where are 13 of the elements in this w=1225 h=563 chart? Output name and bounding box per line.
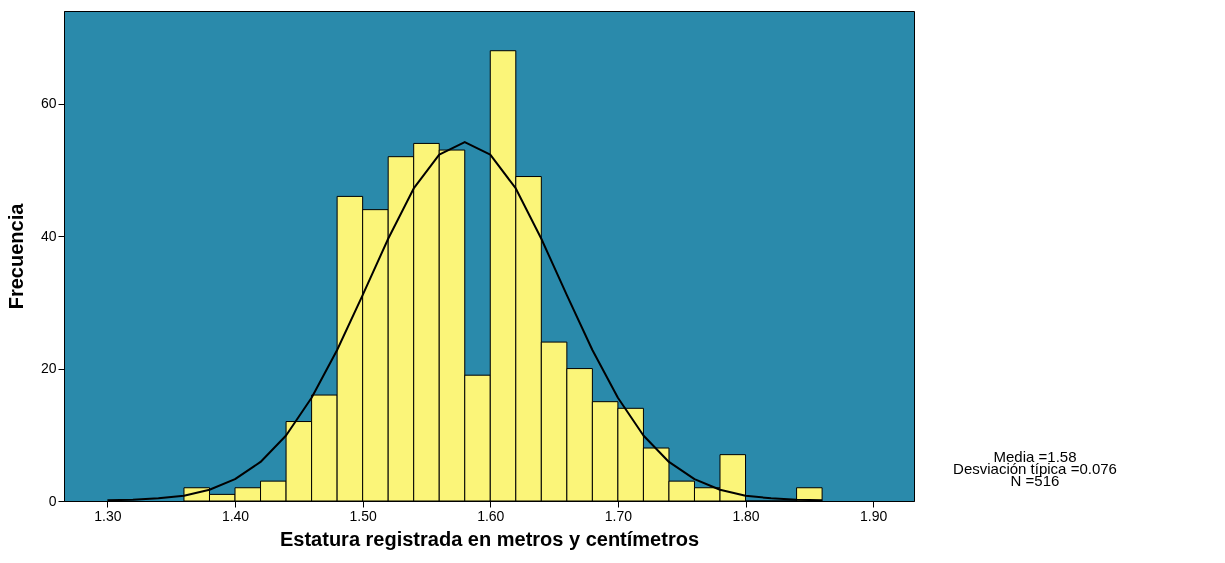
x-tick-label: 1.30 bbox=[94, 507, 122, 524]
y-tick-label: 60 bbox=[40, 95, 57, 112]
y-axis-title: Frecuencia bbox=[4, 202, 27, 310]
y-tick-label: 40 bbox=[40, 227, 57, 244]
y-tick-label: 0 bbox=[48, 492, 57, 509]
x-tick-label: 1.50 bbox=[349, 507, 377, 524]
x-tick-label: 1.70 bbox=[604, 507, 633, 524]
y-tick-label: 20 bbox=[40, 360, 57, 377]
x-tick-label: 1.60 bbox=[477, 507, 505, 524]
x-tick-label: 1.90 bbox=[860, 507, 888, 524]
x-tick-label: 1.80 bbox=[732, 507, 760, 524]
x-tick-label: 1.40 bbox=[221, 507, 250, 524]
x-axis-title: Estatura registrada en metros y centímetros bbox=[279, 527, 700, 550]
